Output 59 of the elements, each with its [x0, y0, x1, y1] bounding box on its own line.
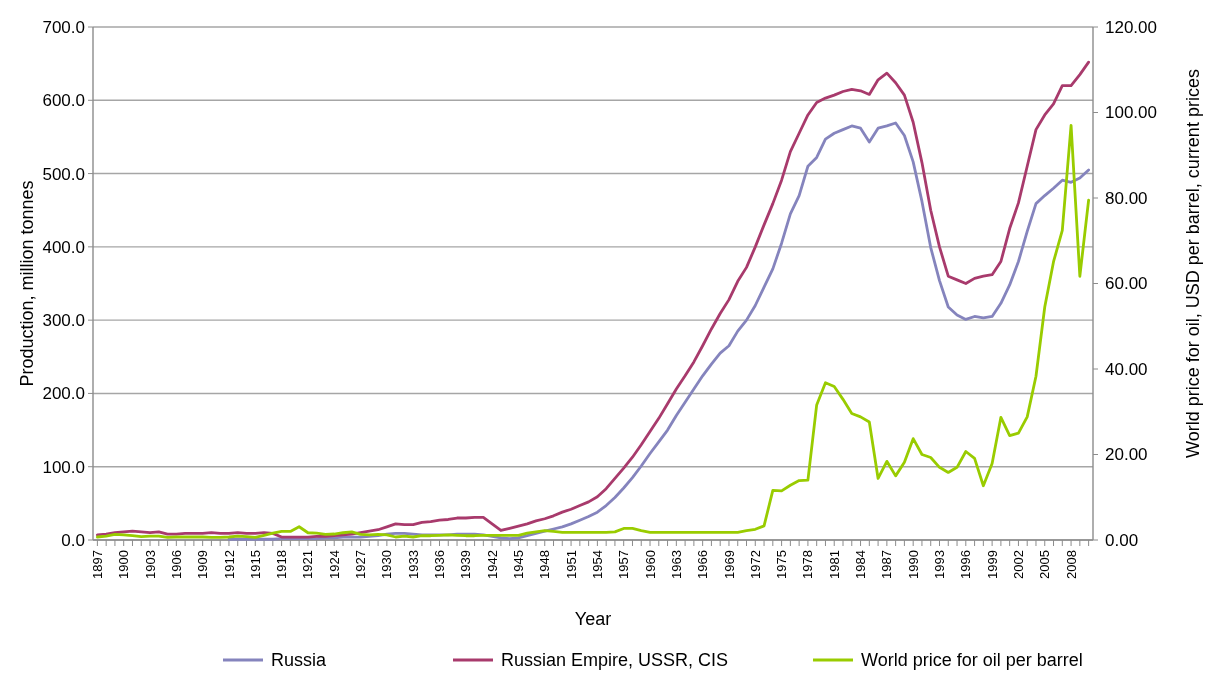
legend-label: Russian Empire, USSR, CIS — [501, 650, 729, 670]
x-tick-label: 1972 — [747, 550, 763, 579]
x-tick-label: 1948 — [537, 550, 553, 579]
x-tick-label: 1918 — [274, 550, 290, 579]
y-tick-label: 100.0 — [42, 457, 85, 477]
x-tick-label: 1969 — [721, 550, 737, 579]
x-tick-label: 1936 — [432, 550, 448, 579]
y2-tick-label: 100.00 — [1105, 103, 1157, 123]
x-axis-title: Year — [574, 609, 612, 629]
x-tick-label: 1960 — [642, 550, 658, 579]
legend-label: World price for oil per barrel — [861, 650, 1083, 670]
y-tick-label: 500.0 — [42, 164, 85, 184]
x-tick-label: 1990 — [905, 550, 921, 579]
x-tick-label: 1897 — [89, 550, 105, 579]
x-tick-label: 1993 — [932, 550, 948, 579]
x-tick-label: 1954 — [589, 550, 605, 579]
x-tick-label: 1915 — [247, 550, 263, 579]
x-tick-label: 1939 — [458, 550, 474, 579]
x-tick-label: 1963 — [668, 550, 684, 579]
x-tick-label: 1945 — [510, 550, 526, 579]
y-axis-title: Production, million tonnes — [16, 180, 37, 387]
x-tick-label: 1984 — [853, 550, 869, 579]
y-tick-label: 700.0 — [42, 17, 85, 37]
y-tick-label: 200.0 — [42, 384, 85, 404]
x-tick-label: 1951 — [563, 550, 579, 579]
x-tick-label: 1927 — [353, 550, 369, 579]
y-tick-label: 600.0 — [42, 91, 85, 111]
y2-tick-label: 80.00 — [1105, 188, 1148, 208]
x-tick-label: 2008 — [1063, 550, 1079, 579]
x-tick-label: 1909 — [195, 550, 211, 579]
x-tick-label: 1957 — [616, 550, 632, 579]
y2-tick-label: 120.00 — [1105, 17, 1157, 37]
x-tick-label: 1930 — [379, 550, 395, 579]
x-tick-label: 1924 — [326, 550, 342, 579]
y-tick-label: 0.0 — [61, 530, 85, 550]
y2-tick-label: 0.00 — [1105, 530, 1139, 550]
x-tick-label: 1966 — [695, 550, 711, 579]
x-tick-label: 1933 — [405, 550, 421, 579]
y2-axis-title: World price for oil, USD per barrel, current prices — [1183, 69, 1203, 458]
x-tick-label: 1996 — [958, 550, 974, 579]
x-tick-label: 1999 — [984, 550, 1000, 579]
x-tick-label: 1987 — [879, 550, 895, 579]
x-tick-label: 2002 — [1010, 550, 1026, 579]
x-tick-label: 1912 — [221, 550, 237, 579]
x-tick-label: 1981 — [826, 550, 842, 579]
x-tick-label: 1900 — [116, 550, 132, 579]
x-tick-label: 1906 — [168, 550, 184, 579]
y2-tick-label: 20.00 — [1105, 445, 1148, 465]
y2-tick-label: 40.00 — [1105, 359, 1148, 379]
y-tick-label: 300.0 — [42, 311, 85, 331]
y2-tick-label: 60.00 — [1105, 274, 1148, 294]
legend-label: Russia — [271, 650, 328, 670]
y-tick-label: 400.0 — [42, 237, 85, 257]
x-tick-label: 2005 — [1037, 550, 1053, 579]
x-tick-label: 1942 — [484, 550, 500, 579]
x-tick-label: 1921 — [300, 550, 316, 579]
x-tick-label: 1903 — [142, 550, 158, 579]
x-tick-label: 1978 — [800, 550, 816, 579]
x-tick-label: 1975 — [774, 550, 790, 579]
